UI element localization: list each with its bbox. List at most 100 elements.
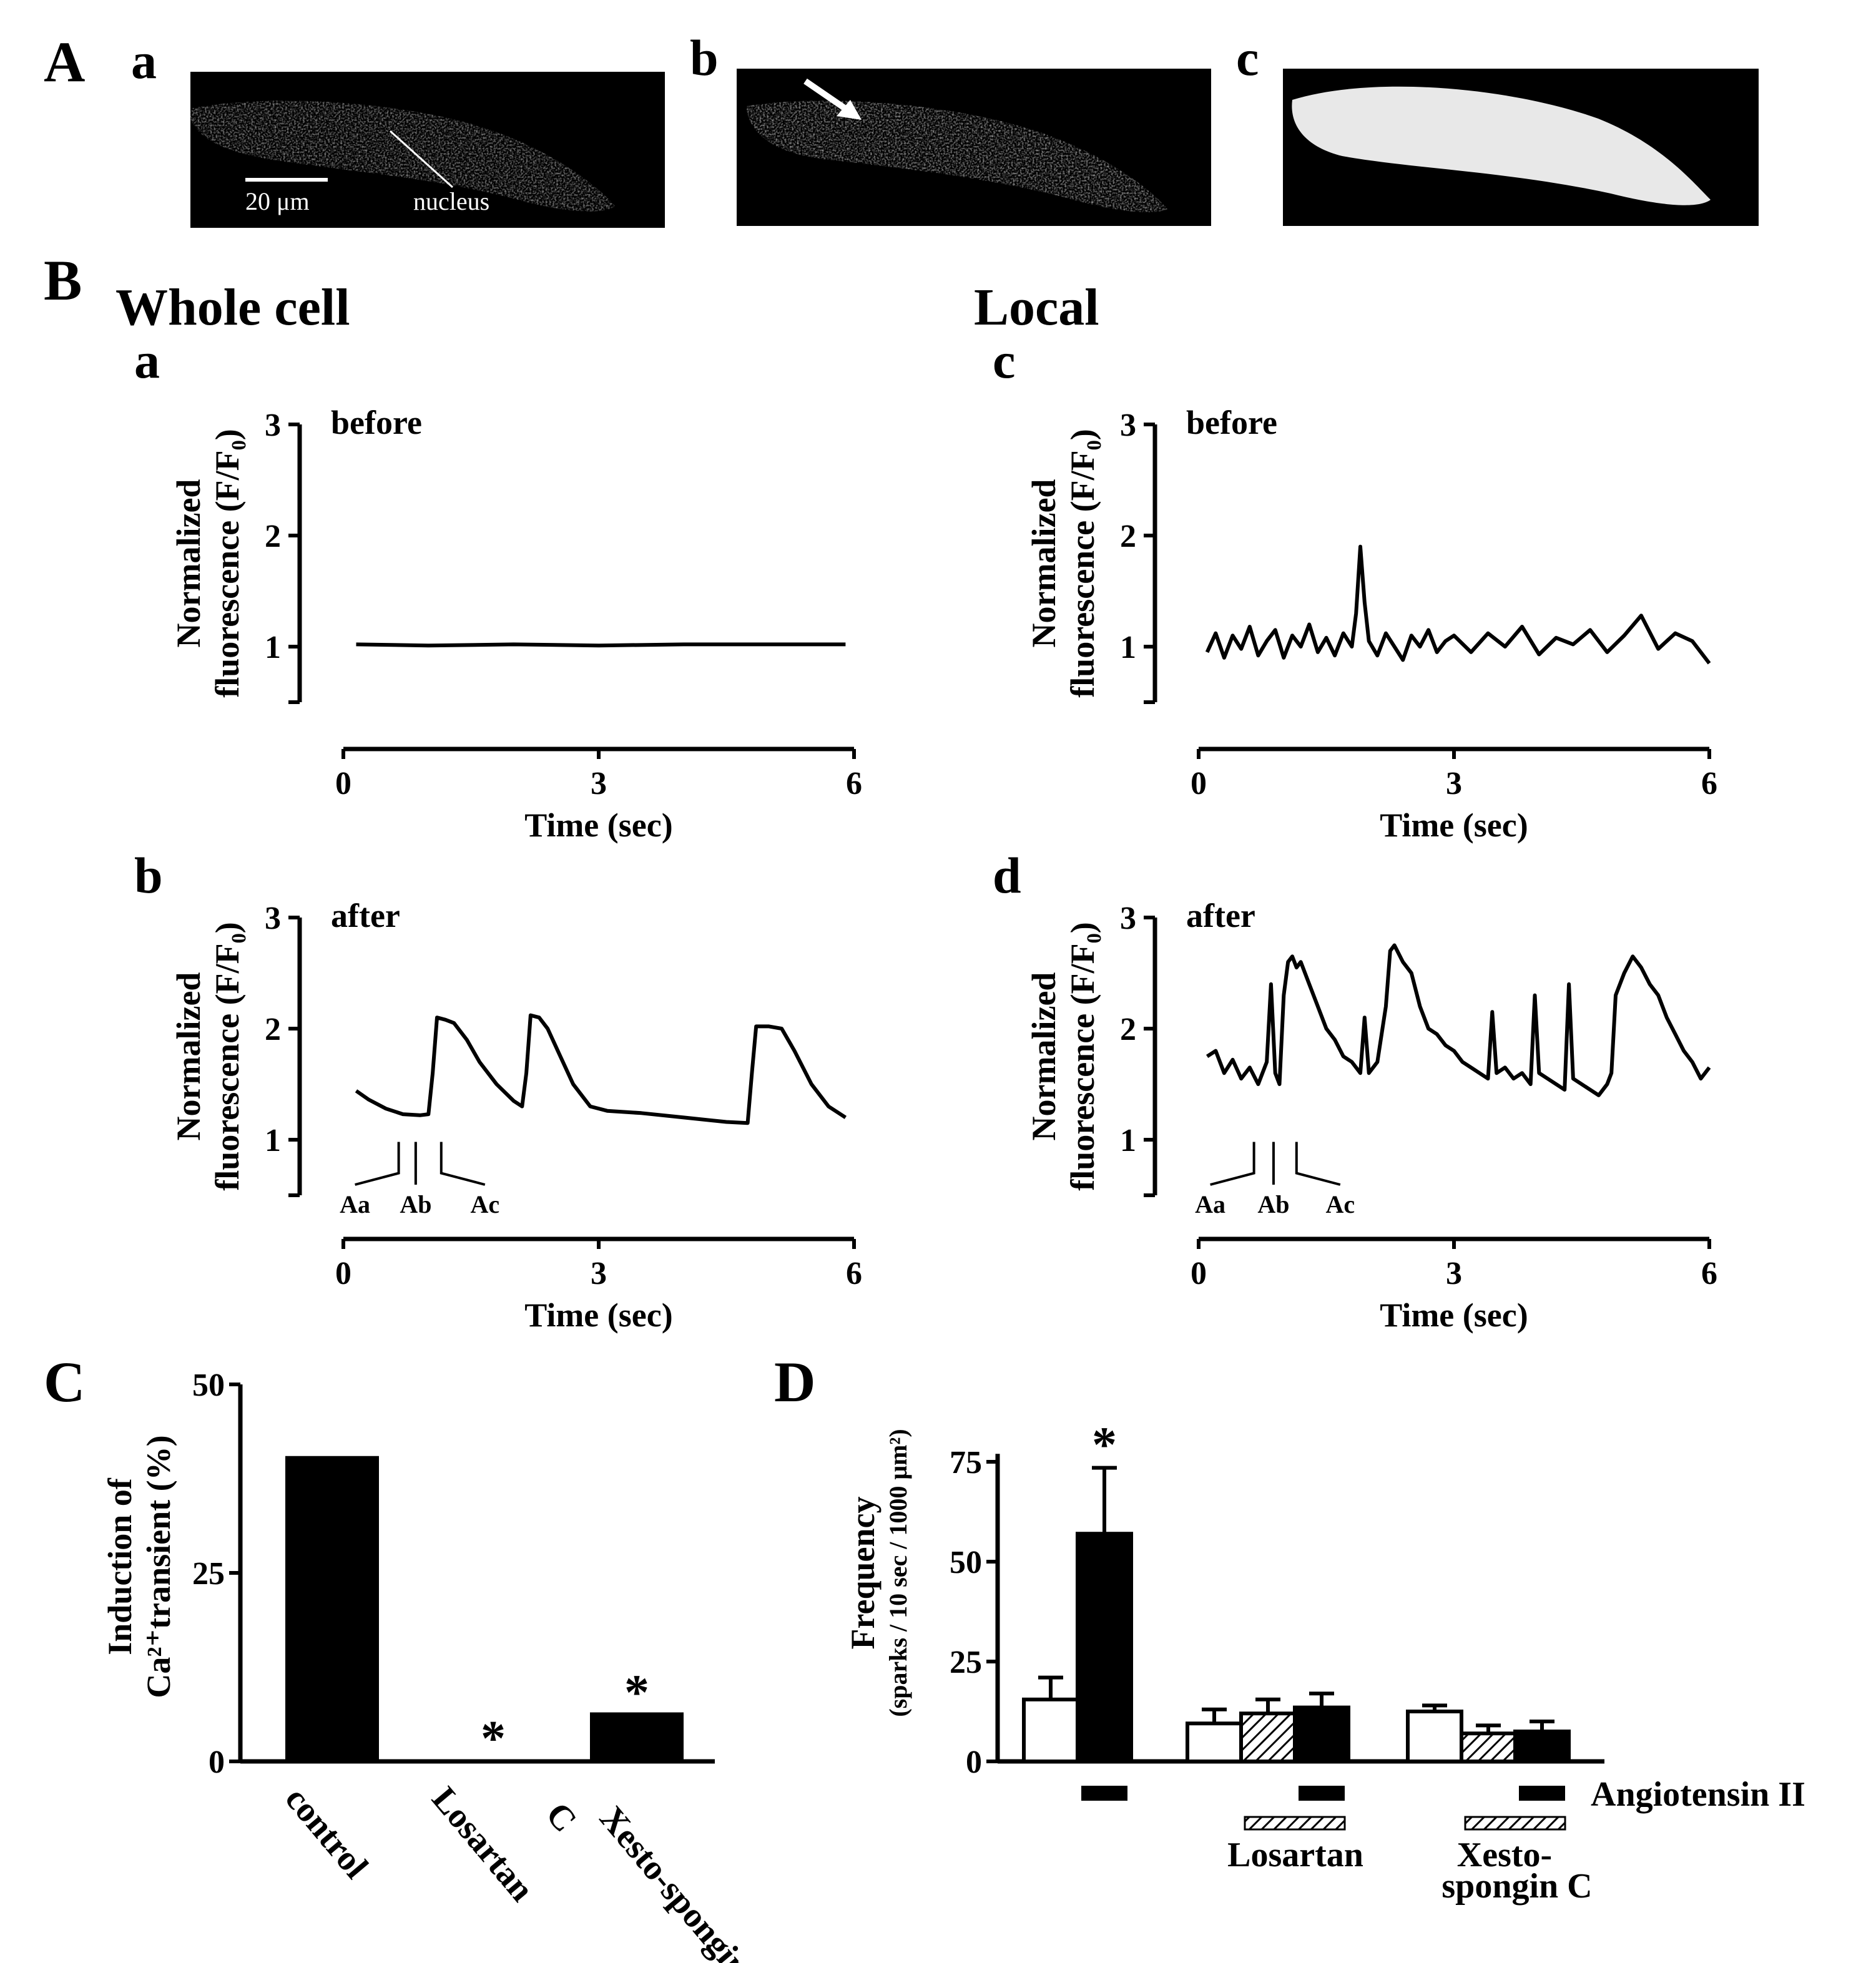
scale-bar-label: 20 μm	[245, 187, 310, 215]
x-tick-label: 3	[1446, 1256, 1462, 1291]
x-tick-label: 6	[1701, 1256, 1717, 1291]
bar-hatched	[1460, 1731, 1517, 1763]
y-tick-label: 0	[209, 1745, 225, 1780]
y-tick-label: 50	[950, 1545, 982, 1580]
angiotensin-marker	[1081, 1786, 1127, 1801]
y-axis-label-line2: fluorescence (F/F₀)	[1064, 922, 1101, 1191]
panel-c-letter: C	[44, 1350, 85, 1414]
xesto-label-line1: Xesto-	[1457, 1836, 1552, 1874]
significance-star: *	[481, 1711, 506, 1766]
condition-label: before	[331, 404, 422, 441]
panel-b-sub-a: a	[134, 332, 160, 389]
y-tick-label: 2	[265, 1012, 281, 1047]
x-tick-label: 0	[335, 1256, 351, 1291]
y-tick-label: 25	[192, 1556, 225, 1592]
panel-b-sub-b: b	[134, 847, 163, 904]
x-tick-label: 6	[846, 766, 862, 801]
bar-solid	[1076, 1532, 1133, 1763]
angiotensin-marker	[1519, 1786, 1565, 1801]
panel-a-sub-b: b	[690, 29, 719, 86]
x-tick-label: 6	[846, 1256, 862, 1291]
panel-c-ylabel-line2: Ca²⁺transient (%)	[140, 1435, 177, 1698]
frame-marker-label: Ac	[470, 1190, 499, 1218]
x-tick-label: 3	[1446, 766, 1462, 801]
y-axis-label-line1: Normalized	[170, 972, 207, 1141]
plot-ba: 1 2 3 0 3 6 Time (sec) Normalized fluorescence (…	[134, 332, 862, 844]
x-axis-label: Time (sec)	[1380, 1296, 1528, 1334]
y-tick-label: 50	[192, 1368, 225, 1403]
x-axis-label: Time (sec)	[524, 806, 672, 844]
micrograph-a: 20 μm nucleus	[190, 72, 665, 228]
y-tick-label: 1	[265, 630, 281, 665]
category-label: Losartan	[425, 1779, 541, 1909]
fluorescence-trace	[1205, 544, 1711, 665]
x-tick-label: 0	[335, 766, 351, 801]
y-tick-label: 3	[1120, 408, 1136, 443]
y-axis-label: Normalized fluorescence (F/F₀)	[1025, 429, 1101, 698]
y-tick-label: 3	[265, 408, 281, 443]
category-label-line: C	[538, 1795, 584, 1839]
nucleus-label: nucleus	[413, 187, 489, 215]
y-tick-label: 1	[1120, 630, 1136, 665]
bar-open	[1406, 1710, 1463, 1763]
frame-marker-label: Aa	[340, 1190, 370, 1218]
y-tick-label: 3	[1120, 901, 1136, 936]
frame-marker-label: Ab	[400, 1190, 431, 1218]
category-label-line: control	[278, 1779, 376, 1886]
category-label-line: Xesto-spongin	[592, 1799, 758, 1963]
panel-d-letter: D	[774, 1350, 815, 1414]
losartan-label: Losartan	[1227, 1836, 1363, 1874]
frame-marker-label: Ab	[1257, 1190, 1289, 1218]
fluorescence-trace	[356, 642, 846, 648]
micrograph-b	[737, 69, 1211, 226]
y-tick-label: 2	[1120, 1012, 1136, 1047]
panel-c-ylabel: Induction of Ca²⁺transient (%)	[101, 1435, 177, 1698]
micrograph-c	[1283, 69, 1759, 226]
y-tick-label: 1	[265, 1123, 281, 1158]
angiotensin-label: Angiotensin II	[1591, 1775, 1805, 1814]
bar-solid	[1513, 1730, 1571, 1763]
y-axis-label: Normalized fluorescence (F/F₀)	[1025, 922, 1101, 1191]
y-axis-label-line2: fluorescence (F/F₀)	[209, 922, 246, 1191]
panel-b-letter: B	[44, 248, 82, 312]
spark-arrow-head	[837, 100, 862, 120]
frame-marker-line	[1295, 1142, 1341, 1186]
panel-d-ylabel-line2: (sparks / 10 sec / 1000 μm²)	[884, 1429, 912, 1716]
spark-arrow	[803, 78, 851, 114]
x-tick-label: 6	[1701, 766, 1717, 801]
x-tick-label: 0	[1191, 1256, 1207, 1291]
y-axis-label-line1: Normalized	[1025, 479, 1063, 648]
bar-hatched	[1239, 1711, 1297, 1763]
bar-1	[285, 1456, 379, 1761]
whole-cell-title: Whole cell	[115, 278, 350, 336]
y-axis-label-line2: fluorescence (F/F₀)	[209, 429, 246, 698]
panel-b-sub-c: c	[993, 332, 1015, 389]
inhibitor-marker	[1464, 1816, 1566, 1831]
panel-a-sub-c: c	[1236, 29, 1259, 86]
y-tick-label: 3	[265, 901, 281, 936]
y-axis-label: Normalized fluorescence (F/F₀)	[170, 429, 246, 698]
category-label-line: Losartan	[425, 1779, 541, 1909]
panel-a-sub-a: a	[131, 32, 157, 89]
condition-label: before	[1186, 404, 1277, 441]
panel-b-sub-d: d	[993, 847, 1021, 904]
fluorescence-trace	[355, 1013, 847, 1125]
y-tick-label: 0	[966, 1745, 982, 1780]
y-axis-label-line1: Normalized	[170, 479, 207, 648]
panel-d: D Frequency (sparks / 10 sec / 1000 μm²)	[774, 1350, 912, 1717]
frame-marker-label: Aa	[1195, 1190, 1225, 1218]
frame-marker-label: Ac	[1325, 1190, 1355, 1218]
fluorescence-trace	[1206, 943, 1711, 1097]
x-tick-label: 0	[1191, 766, 1207, 801]
xesto-label-line2: spongin C	[1441, 1867, 1592, 1906]
significance-star: *	[624, 1665, 649, 1720]
category-label: control	[278, 1779, 376, 1886]
bar-3	[590, 1712, 684, 1761]
x-axis-label: Time (sec)	[1380, 806, 1528, 844]
y-axis-label: Normalized fluorescence (F/F₀)	[170, 922, 246, 1191]
panel-b: B Whole cell Local	[44, 248, 1099, 336]
significance-star: *	[1092, 1418, 1117, 1473]
